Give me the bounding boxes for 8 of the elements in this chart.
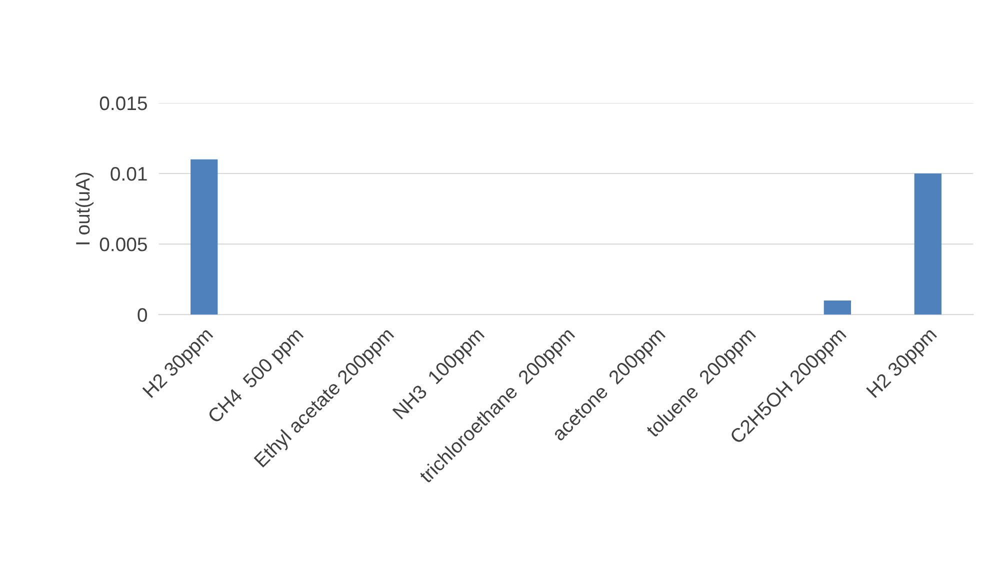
y-tick-label: 0.01 bbox=[110, 166, 147, 181]
bar bbox=[914, 174, 942, 315]
y-axis-title: I out(uA) bbox=[75, 172, 94, 244]
y-tick-label: 0.005 bbox=[100, 238, 147, 252]
y-tick-label: 0.015 bbox=[100, 96, 147, 110]
bar bbox=[190, 159, 218, 315]
y-tick-label: 0 bbox=[138, 308, 148, 322]
bar bbox=[824, 300, 851, 315]
